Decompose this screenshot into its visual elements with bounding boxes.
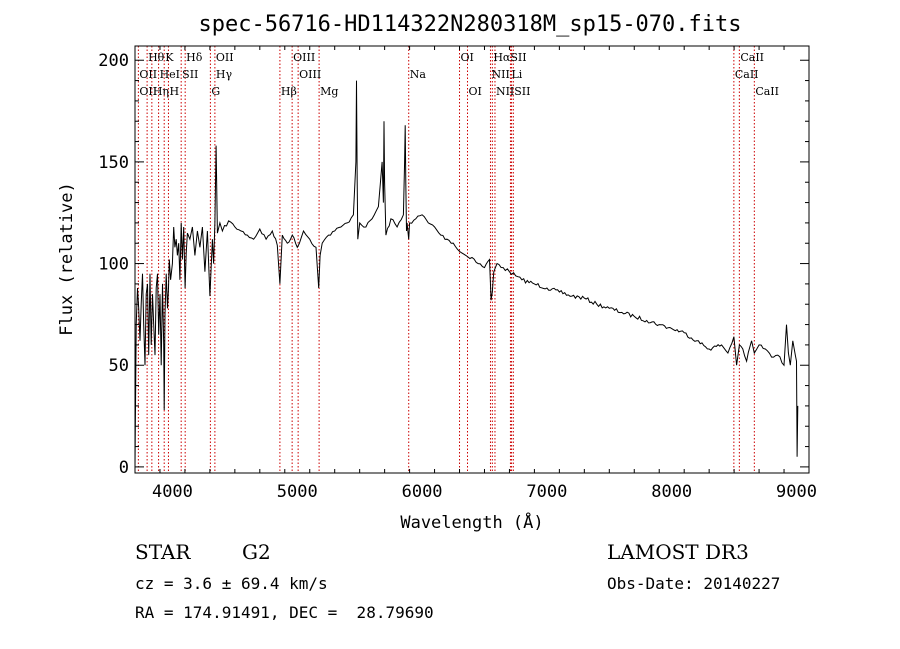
x-tick-label: 5000: [277, 482, 318, 502]
y-tick-label: 200: [98, 51, 129, 71]
emission-line-label: Li: [511, 68, 522, 81]
y-tick-label: 50: [109, 356, 129, 376]
sky-coordinates: RA = 174.91491, DEC = 28.79690: [135, 603, 434, 622]
emission-line-label: SII: [182, 68, 198, 81]
emission-line-label: OI: [469, 85, 482, 98]
emission-line-label: OII: [216, 51, 234, 64]
survey-name: LAMOST DR3: [607, 540, 749, 564]
x-tick-label: 4000: [152, 482, 193, 502]
emission-line-label: CaII: [735, 68, 759, 81]
chart-title: spec-56716-HD114322N280318M_sp15-070.fit…: [198, 12, 741, 37]
plot-frame: [134, 45, 810, 474]
emission-line-label: OII: [139, 68, 157, 81]
emission-line-label: H: [169, 85, 179, 98]
x-tick-label: 8000: [651, 482, 692, 502]
x-axis-label: Wavelength (Å): [400, 511, 543, 533]
y-axis-label: Flux (relative): [57, 182, 77, 336]
spectrum-line: [134, 80, 799, 467]
emission-line-label: Hθ: [148, 51, 165, 64]
y-tick-label: 150: [98, 153, 129, 173]
emission-line-label: NII: [491, 68, 509, 81]
emission-line-label: Hη: [153, 85, 169, 98]
emission-line-label: NIISII: [496, 85, 531, 98]
emission-line-label: G: [211, 85, 220, 98]
y-tick-label: 100: [98, 255, 129, 275]
x-tick-label: 9000: [776, 482, 817, 502]
object-type: STAR: [135, 540, 191, 564]
emission-line-label: HeI: [160, 68, 180, 81]
emission-line-label: OII: [139, 85, 157, 98]
emission-line-label: CaII: [755, 85, 779, 98]
spectral-subclass: G2: [242, 540, 271, 564]
emission-line-markers: [137, 46, 755, 473]
emission-line-label: OI: [461, 51, 474, 64]
emission-line-label: CaII: [740, 51, 764, 64]
x-tick-label: 6000: [402, 482, 443, 502]
emission-line-label: Na: [410, 68, 427, 81]
observation-date: Obs-Date: 20140227: [607, 574, 781, 593]
x-tick-label: 7000: [526, 482, 567, 502]
emission-line-label: Hγ: [216, 68, 233, 81]
emission-line-label: K: [165, 51, 174, 64]
emission-line-label: OIII: [299, 68, 321, 81]
emission-line-label: Hβ: [281, 85, 297, 98]
emission-line-label: Hδ: [186, 51, 203, 64]
emission-line-label: OIII: [293, 51, 315, 64]
axis-ticks: 4000 5000 6000 7000 8000 9000 0 50 100 150 200: [98, 46, 817, 502]
y-tick-label: 0: [119, 458, 129, 478]
emission-line-label: HαSII: [493, 51, 526, 64]
redshift-value: cz = 3.6 ± 69.4 km/s: [135, 574, 328, 593]
emission-line-label: Mg: [320, 85, 338, 98]
